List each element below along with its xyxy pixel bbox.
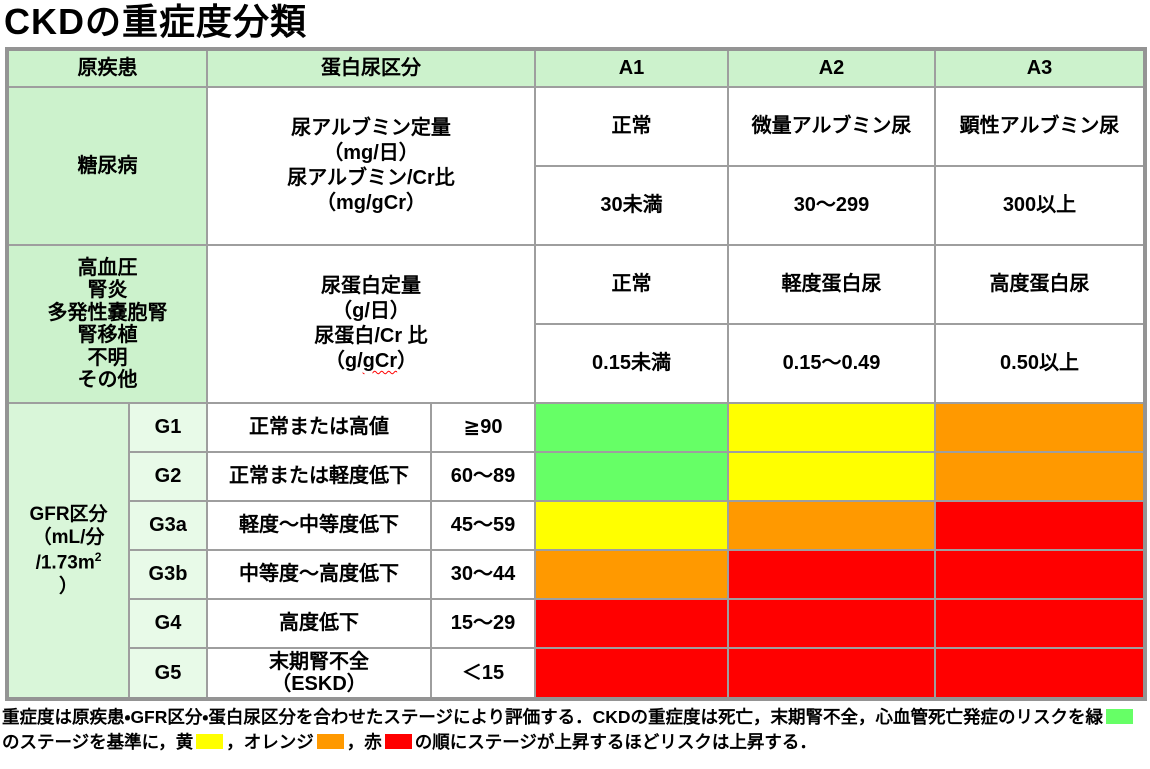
risk-cell-g3a-a3 [934,500,1146,552]
diabetes-measure-text: 尿アルブミン定量 （mg/日） 尿アルブミン/Cr比 （mg/gCr） [287,117,455,215]
other-a2-value: 0.15～0.49 [727,323,936,405]
gfr-label-line4: ） [58,576,78,598]
gfr-range-g2: 60～89 [430,451,536,503]
gfr-desc-g3a: 軽度～中等度低下 [206,500,432,552]
diabetes-measure-cell: 尿アルブミン定量 （mg/日） 尿アルブミン/Cr比 （mg/gCr） [206,86,536,247]
footer-seg4: ，赤 [346,731,382,752]
ckd-severity-table: 原疾患 蛋白尿区分 A1 A2 A3 糖尿病 尿アルブミン定量 （mg/日） 尿… [5,47,1147,702]
other-measure-cell: 尿蛋白定量 （g/日） 尿蛋白/Cr 比 （g/gCr） [206,244,536,405]
diabetes-a3-label: 顕性アルブミン尿 [934,86,1146,168]
gfr-code-g5: G5 [128,647,208,701]
risk-cell-g3b-a1 [534,549,729,601]
gfr-desc-g1: 正常または高値 [206,402,432,454]
risk-cell-g5-a3 [934,647,1146,701]
other-measure-top: 尿蛋白定量 （g/日） 尿蛋白/Cr 比 [314,275,428,348]
gfr-code-g3a: G3a [128,500,208,552]
header-a1: A1 [534,48,729,89]
other-a3-value: 0.50以上 [934,323,1146,405]
gfr-range-g5: ＜15 [430,647,536,701]
risk-cell-g3b-a2 [727,549,936,601]
diabetes-a2-label: 微量アルブミン尿 [727,86,936,168]
footer-seg5: の順にステージが上昇するほどリスクは上昇する． [414,731,817,752]
diabetes-a1-label: 正常 [534,86,729,168]
header-a3: A3 [934,48,1146,89]
risk-cell-g3a-a2 [727,500,936,552]
diabetes-values-row: 30未満 30～299 300以上 [7,165,1146,247]
gfr-row-g3b: G3b 中等度～高度低下 30～44 [7,549,1146,601]
risk-cell-g1-a2 [727,402,936,454]
gfr-label-superscript: 2 [94,550,102,565]
other-a1-label: 正常 [534,244,729,326]
risk-cell-g4-a2 [727,598,936,650]
risk-cell-g4-a1 [534,598,729,650]
header-disease: 原疾患 [6,48,208,89]
footer-seg3: ，オレンジ [226,731,314,752]
yellow-swatch-icon [196,733,224,749]
gfr-range-g3b: 30～44 [430,549,536,601]
gfr-desc-g5: 末期腎不全 （ESKD） [206,647,432,701]
header-proteinuria: 蛋白尿区分 [206,48,536,89]
risk-cell-g2-a1 [534,451,729,503]
other-measure-gcr: gCr [362,350,398,373]
gfr-code-g1: G1 [128,402,208,454]
gfr-desc-g4: 高度低下 [206,598,432,650]
red-swatch-icon [384,733,412,749]
gfr-code-g3b: G3b [128,549,208,601]
other-a2-label: 軽度蛋白尿 [727,244,936,326]
risk-cell-g4-a3 [934,598,1146,650]
header-a2: A2 [727,48,936,89]
risk-cell-g2-a2 [727,451,936,503]
other-measure-paren-close: ） [397,350,418,373]
gfr-desc-g2: 正常または軽度低下 [206,451,432,503]
diabetes-labels-row: 糖尿病 尿アルブミン定量 （mg/日） 尿アルブミン/Cr比 （mg/gCr） … [6,86,1146,247]
gfr-label-line1: GFR区分 [29,503,108,525]
gfr-label-line2: （mL/分 [32,527,105,549]
other-diseases-text: 高血圧 腎炎 多発性嚢胞腎 腎移植 不明 その他 [47,257,168,391]
footer-seg1: 重症度は原疾患・GFR区分・蛋白尿区分を合わせたステージにより評価する．CKDの… [2,707,1104,728]
gfr-range-g3a: 45～59 [430,500,536,552]
other-values-row: 0.15未満 0.15～0.49 0.50以上 [7,323,1146,405]
gfr-row-g2: G2 正常または軽度低下 60～89 [7,451,1146,503]
gfr-label-line3: /1.73m2 [35,550,102,574]
other-a1-value: 0.15未満 [534,323,729,405]
risk-cell-g3a-a1 [534,500,729,552]
page-title: CKDの重症度分類 [4,1,307,42]
risk-cell-g1-a1 [534,402,729,454]
gfr-code-g2: G2 [128,451,208,503]
gfr-row-g3a: G3a 軽度～中等度低下 45～59 [7,500,1146,552]
risk-cell-g5-a2 [727,647,936,701]
other-measure-paren-open: （g/ [324,350,363,373]
table-header-row: 原疾患 蛋白尿区分 A1 A2 A3 [6,48,1146,89]
risk-cell-g2-a3 [934,451,1146,503]
risk-cell-g3b-a3 [934,549,1146,601]
diabetes-a3-value: 300以上 [934,165,1146,247]
gfr-row-g5: G5 末期腎不全 （ESKD） ＜15 [7,647,1146,701]
gfr-range-g4: 15～29 [430,598,536,650]
other-a3-label: 高度蛋白尿 [934,244,1146,326]
risk-cell-g5-a1 [534,647,729,701]
diabetes-cell: 糖尿病 [6,86,208,247]
footer-note: 重症度は原疾患・GFR区分・蛋白尿区分を合わせたステージにより評価する．CKDの… [2,705,1148,754]
green-swatch-icon [1106,709,1134,725]
gfr-desc-g3b: 中等度～高度低下 [206,549,432,601]
diabetes-a2-value: 30～299 [727,165,936,247]
risk-cell-g1-a3 [934,402,1146,454]
gfr-range-g1: ≧90 [430,402,536,454]
gfr-label-cell: GFR区分 （mL/分 /1.73m2 ） [6,402,130,701]
gfr-row-g4: G4 高度低下 15～29 [7,598,1146,650]
footer-seg2: のステージを基準に，黄 [2,731,194,752]
other-labels-row: 高血圧 腎炎 多発性嚢胞腎 腎移植 不明 その他 尿蛋白定量 （g/日） 尿蛋白… [6,244,1146,405]
orange-swatch-icon [316,733,344,749]
gfr-row-g1: GFR区分 （mL/分 /1.73m2 ） G1 正常または高値 ≧90 [6,402,1146,701]
other-diseases-cell: 高血圧 腎炎 多発性嚢胞腎 腎移植 不明 その他 [6,244,208,405]
diabetes-a1-value: 30未満 [534,165,729,247]
gfr-code-g4: G4 [128,598,208,650]
